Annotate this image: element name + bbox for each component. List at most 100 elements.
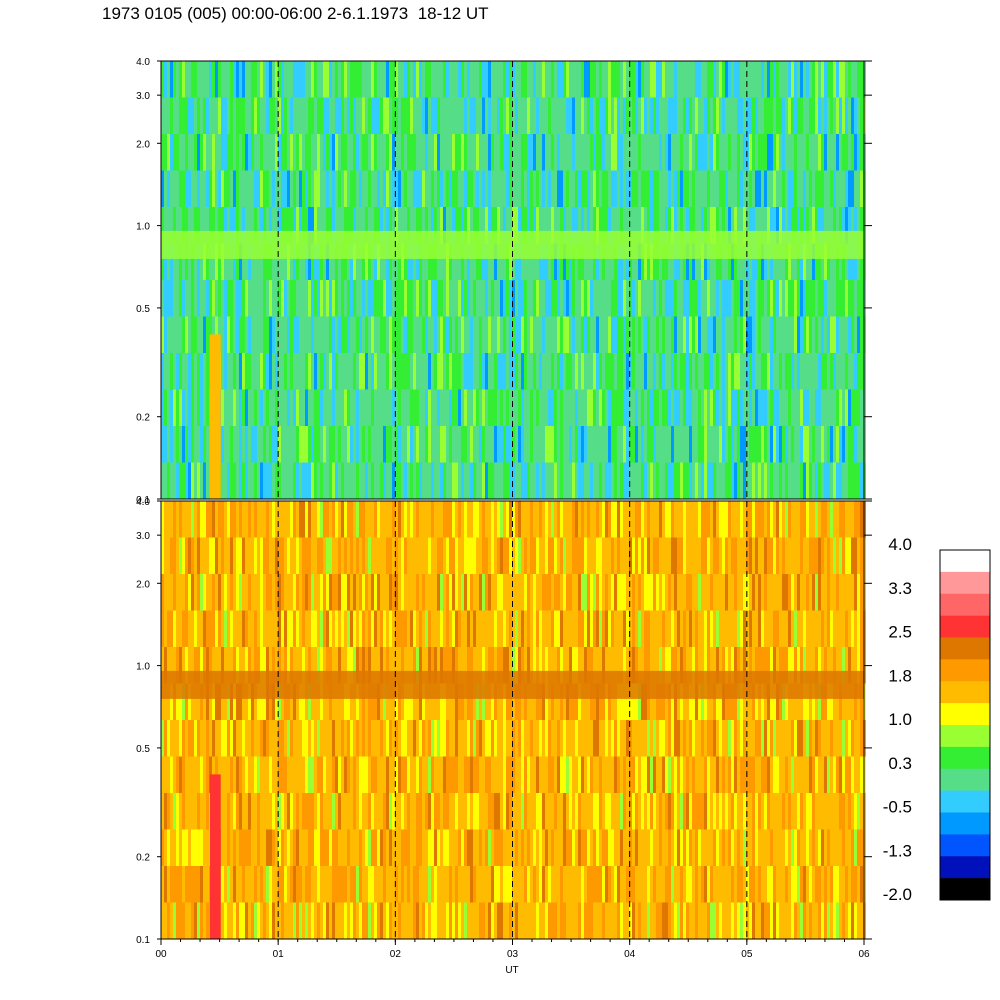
spectrogram-cell xyxy=(320,207,323,244)
spectrogram-cell xyxy=(437,170,440,208)
spectrogram-cell xyxy=(377,97,380,135)
spectrogram-cell xyxy=(236,353,239,390)
spectrogram-cell xyxy=(206,574,209,611)
spectrogram-cell xyxy=(596,243,599,281)
spectrogram-cell xyxy=(701,134,704,171)
spectrogram-cell xyxy=(701,829,704,867)
spectrogram-cell xyxy=(194,61,197,98)
spectrogram-cell xyxy=(629,683,632,721)
spectrogram-cell xyxy=(671,866,674,903)
spectrogram-cell xyxy=(446,353,449,390)
spectrogram-cell xyxy=(497,243,500,281)
spectrogram-cell xyxy=(674,280,677,317)
spectrogram-cell xyxy=(224,537,227,575)
spectrogram-cell xyxy=(851,97,854,135)
spectrogram-cell xyxy=(482,61,485,98)
spectrogram-cell xyxy=(521,389,524,427)
spectrogram-cell xyxy=(437,426,440,463)
spectrogram-cell xyxy=(698,353,701,390)
spectrogram-cell xyxy=(785,97,788,135)
spectrogram-cell xyxy=(215,683,218,721)
spectrogram-cell xyxy=(440,97,443,135)
spectrogram-cell xyxy=(593,97,596,135)
spectrogram-cell xyxy=(617,462,620,500)
spectrogram-cell xyxy=(482,720,485,757)
spectrogram-cell xyxy=(845,134,848,171)
spectrogram-cell xyxy=(593,426,596,463)
spectrogram-cell xyxy=(275,61,278,98)
spectrogram-cell xyxy=(362,61,365,98)
spectrogram-cell xyxy=(242,756,245,794)
spectrogram-cell xyxy=(722,134,725,171)
spectrogram-cell xyxy=(329,829,332,867)
spectrogram-cell xyxy=(755,353,758,390)
spectrogram-cell xyxy=(254,574,257,611)
spectrogram-cell xyxy=(569,280,572,317)
spectrogram-cell xyxy=(494,537,497,575)
spectrogram-cell xyxy=(335,829,338,867)
spectrogram-cell xyxy=(467,97,470,135)
spectrogram-cell xyxy=(665,61,668,98)
spectrogram-cell xyxy=(356,793,359,830)
spectrogram-cell xyxy=(650,902,653,940)
spectrogram-cell xyxy=(380,61,383,98)
spectrogram-cell xyxy=(632,134,635,171)
spectrogram-cell xyxy=(638,866,641,903)
spectrogram-cell xyxy=(446,316,449,354)
spectrogram-cell xyxy=(311,61,314,98)
spectrogram-cell xyxy=(377,243,380,281)
spectrogram-cell xyxy=(506,97,509,135)
spectrogram-cell xyxy=(167,902,170,940)
spectrogram-cell xyxy=(680,537,683,575)
spectrogram-cell xyxy=(554,902,557,940)
spectrogram-cell xyxy=(737,389,740,427)
spectrogram-cell xyxy=(827,97,830,135)
spectrogram-cell xyxy=(293,134,296,171)
spectrogram-cell xyxy=(239,501,242,538)
spectrogram-cell xyxy=(689,207,692,244)
spectrogram-cell xyxy=(761,134,764,171)
spectrogram-cell xyxy=(536,316,539,354)
spectrogram-cell xyxy=(638,316,641,354)
spectrogram-cell xyxy=(212,280,215,317)
spectrogram-cell xyxy=(299,574,302,611)
spectrogram-cell xyxy=(668,720,671,757)
spectrogram-cell xyxy=(776,243,779,281)
spectrogram-cell xyxy=(326,866,329,903)
spectrogram-cell xyxy=(425,683,428,721)
spectrogram-cell xyxy=(575,647,578,684)
spectrogram-cell xyxy=(797,280,800,317)
spectrogram-cell xyxy=(281,170,284,208)
spectrogram-cell xyxy=(641,829,644,867)
spectrogram-cell xyxy=(245,207,248,244)
spectrogram-cell xyxy=(239,462,242,500)
spectrogram-cell xyxy=(776,207,779,244)
spectrogram-cell xyxy=(284,353,287,390)
spectrogram-cell xyxy=(752,280,755,317)
spectrogram-cell xyxy=(266,389,269,427)
spectrogram-cell xyxy=(395,501,398,538)
spectrogram-cell xyxy=(539,866,542,903)
spectrogram-cell xyxy=(614,501,617,538)
spectrogram-cell xyxy=(605,902,608,940)
spectrogram-cell xyxy=(695,720,698,757)
spectrogram-cell xyxy=(626,462,629,500)
spectrogram-cell xyxy=(473,756,476,794)
spectrogram-cell xyxy=(629,902,632,940)
spectrogram-cell xyxy=(212,243,215,281)
spectrogram-cell xyxy=(449,866,452,903)
spectrogram-cell xyxy=(332,683,335,721)
spectrogram-cell xyxy=(329,866,332,903)
spectrogram-cell xyxy=(335,501,338,538)
spectrogram-cell xyxy=(578,462,581,500)
spectrogram-cell xyxy=(629,829,632,867)
spectrogram-cell xyxy=(431,574,434,611)
spectrogram-cell xyxy=(188,866,191,903)
spectrogram-cell xyxy=(443,720,446,757)
spectrogram-cell xyxy=(791,207,794,244)
spectrogram-cell xyxy=(707,462,710,500)
spectrogram-cell xyxy=(209,537,212,575)
spectrogram-cell xyxy=(854,389,857,427)
spectrogram-cell xyxy=(593,243,596,281)
spectrogram-cell xyxy=(578,61,581,98)
